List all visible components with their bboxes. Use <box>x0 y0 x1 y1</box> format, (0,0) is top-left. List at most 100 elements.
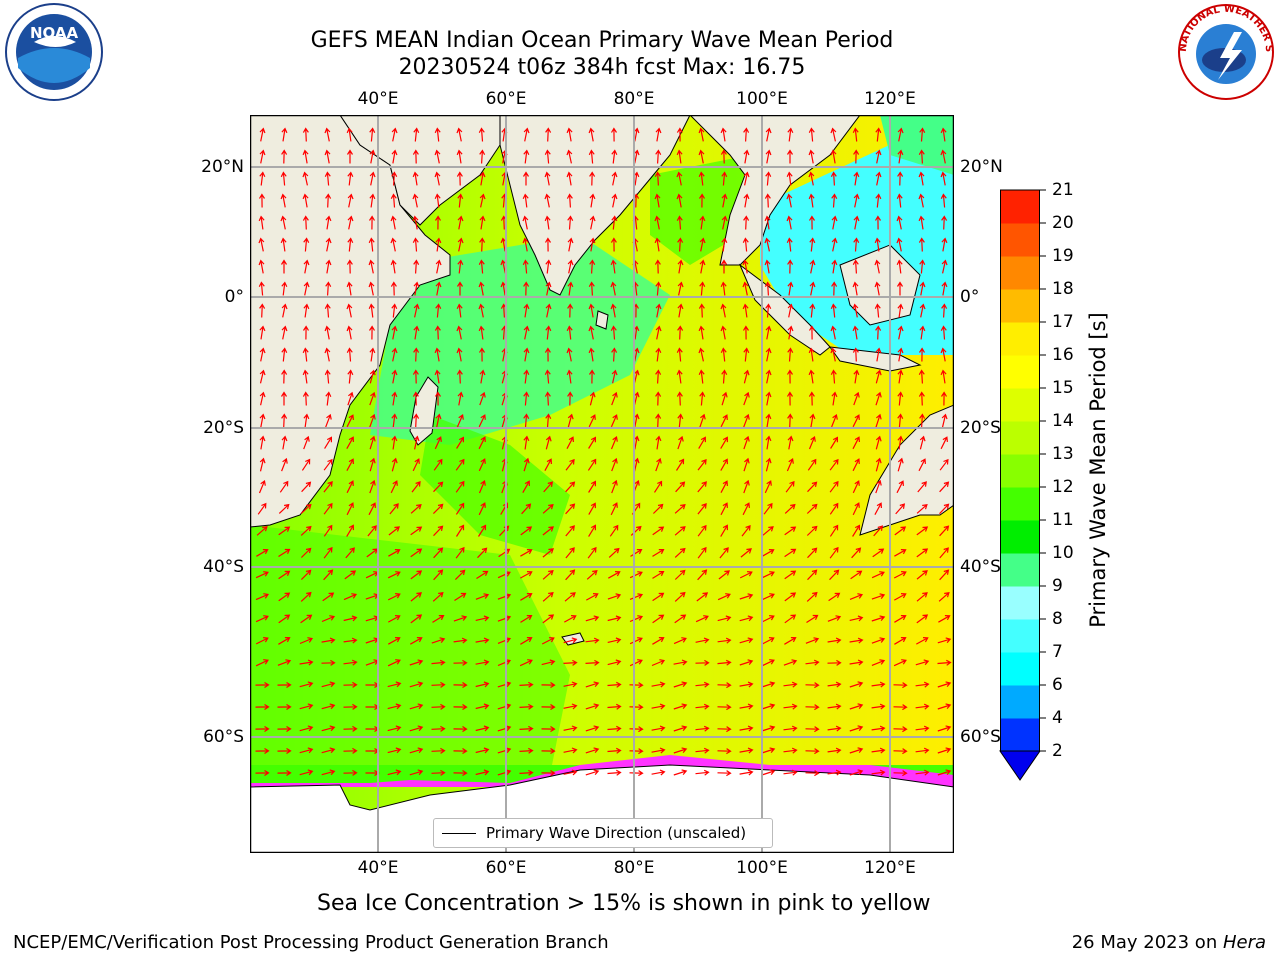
wave-direction-arrow <box>455 458 465 471</box>
wave-direction-arrow <box>698 347 705 362</box>
wave-direction-arrow <box>853 237 860 252</box>
wave-direction-arrow <box>761 681 776 688</box>
wave-direction-arrow <box>937 747 952 754</box>
wave-direction-arrow <box>588 369 596 384</box>
wave-direction-arrow <box>695 637 710 644</box>
wave-direction-arrow <box>277 769 292 777</box>
green-zone-north <box>370 235 670 445</box>
wave-direction-arrow <box>434 171 441 186</box>
wave-direction-arrow <box>434 127 441 142</box>
wave-direction-arrow <box>478 502 486 516</box>
wave-direction-arrow <box>588 149 595 164</box>
wave-direction-arrow <box>457 215 464 230</box>
wave-direction-arrow <box>806 614 819 624</box>
wave-direction-arrow <box>258 237 265 252</box>
wave-direction-arrow <box>391 325 398 340</box>
legend-line-swatch <box>442 832 476 834</box>
wave-direction-arrow <box>937 681 952 688</box>
wave-direction-arrow <box>453 725 468 733</box>
wave-direction-arrow <box>478 303 485 318</box>
wave-direction-arrow <box>874 215 882 230</box>
colorbar-under-arrow <box>999 750 1041 781</box>
wave-direction-arrow <box>761 571 775 579</box>
wave-direction-arrow <box>806 525 818 536</box>
wave-direction-arrow <box>852 480 860 494</box>
wave-direction-arrow <box>456 149 463 164</box>
lat-label-right-40s: 40°S <box>960 557 1001 577</box>
wave-direction-arrow <box>764 480 772 494</box>
wave-direction-arrow <box>542 614 555 624</box>
wave-direction-arrow <box>410 548 423 558</box>
wave-direction-arrow <box>369 193 376 208</box>
wave-direction-arrow <box>941 281 948 296</box>
colorbar-segment <box>1000 520 1040 554</box>
green-zone-south-west <box>250 525 570 775</box>
map-title: GEFS MEAN Indian Ocean Primary Wave Mean… <box>310 28 894 53</box>
wave-direction-arrow <box>761 725 776 732</box>
wave-direction-arrow <box>588 325 595 340</box>
wave-direction-arrow <box>563 725 578 732</box>
wave-direction-arrow <box>321 681 336 688</box>
wave-direction-arrow <box>566 325 573 340</box>
wave-direction-arrow <box>589 171 596 186</box>
wave-direction-arrow <box>522 193 529 208</box>
wave-direction-arrow <box>588 127 595 142</box>
wave-direction-arrow <box>655 347 662 362</box>
wave-direction-arrow <box>369 347 376 362</box>
wave-direction-arrow <box>807 481 818 493</box>
wave-direction-arrow <box>410 614 423 624</box>
wave-direction-arrow <box>563 747 578 754</box>
wave-direction-arrow <box>281 413 288 428</box>
colorbar-segment <box>1000 454 1040 488</box>
lon-label-top-100e: 100°E <box>736 89 788 109</box>
wave-direction-arrow <box>435 413 442 428</box>
wave-direction-arrow <box>412 193 419 208</box>
wave-direction-arrow <box>787 281 794 296</box>
wave-direction-arrow <box>410 526 423 536</box>
wave-direction-arrow <box>784 592 797 602</box>
wave-direction-arrow <box>720 259 728 274</box>
wave-direction-arrow <box>303 413 310 428</box>
wave-direction-arrow <box>940 391 948 406</box>
wave-direction-arrow <box>852 303 859 318</box>
wave-direction-arrow <box>520 637 533 645</box>
wave-direction-arrow <box>545 413 552 428</box>
green-zone-mid <box>420 415 570 555</box>
wave-direction-arrow <box>893 726 908 733</box>
lat-label-left-60s: 60°S <box>203 727 244 747</box>
wave-direction-arrow <box>321 703 336 710</box>
wave-direction-arrow <box>677 435 684 450</box>
lat-label-right-20n: 20°N <box>960 157 1003 177</box>
wave-direction-arrow <box>456 325 463 340</box>
wave-direction-arrow <box>281 347 288 362</box>
wave-direction-arrow <box>346 303 353 318</box>
wave-direction-arrow <box>324 347 331 362</box>
wave-direction-arrow <box>805 659 820 666</box>
wave-direction-arrow <box>941 413 948 428</box>
wave-direction-arrow <box>916 592 928 602</box>
wave-direction-arrow <box>322 592 335 602</box>
wave-direction-arrow <box>389 503 399 515</box>
wave-direction-arrow <box>279 480 289 493</box>
wave-direction-arrow <box>698 193 706 208</box>
wave-direction-arrow <box>852 325 859 340</box>
wave-direction-arrow <box>280 215 287 230</box>
wave-direction-arrow <box>654 171 661 186</box>
wave-direction-arrow <box>456 369 463 384</box>
wave-direction-arrow <box>409 703 424 710</box>
colorbar-tick-label: 2 <box>1052 741 1063 761</box>
wave-direction-arrow <box>255 593 270 601</box>
wave-direction-arrow <box>849 615 864 622</box>
wave-direction-arrow <box>321 615 336 623</box>
wave-direction-arrow <box>388 637 401 645</box>
wave-direction-arrow <box>915 725 930 732</box>
wave-direction-arrow <box>433 458 443 471</box>
lon-label-top-80e: 80°E <box>613 89 655 109</box>
wave-direction-arrow <box>762 637 775 645</box>
wave-direction-arrow <box>633 347 640 362</box>
wave-direction-arrow <box>765 457 772 472</box>
wave-direction-arrow <box>387 747 402 754</box>
wave-direction-arrow <box>434 325 441 340</box>
wave-direction-arrow <box>719 547 729 559</box>
colorbar-tick-label: 4 <box>1052 708 1063 728</box>
